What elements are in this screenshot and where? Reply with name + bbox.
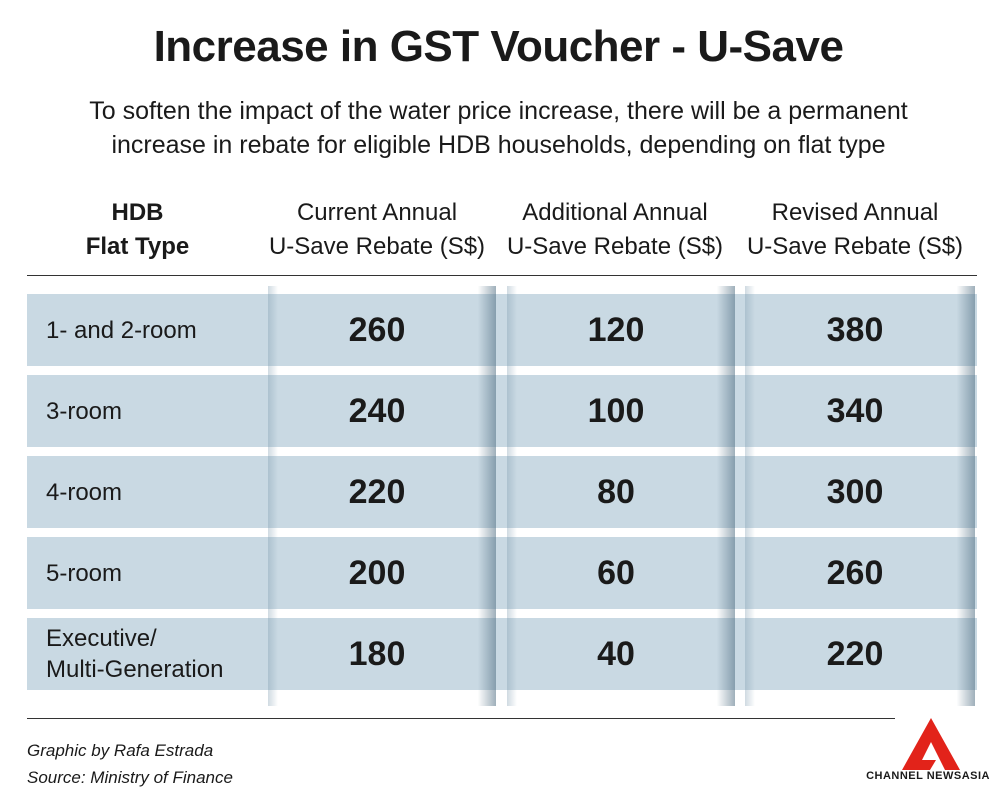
header-flat-type: HDB Flat Type — [40, 196, 235, 264]
current-rebate-value: 220 — [348, 472, 406, 511]
flat-type-label: 1- and 2-room — [46, 316, 197, 344]
additional-rebate-value: 80 — [597, 472, 635, 511]
current-rebate-value: 200 — [348, 553, 406, 592]
chart-subtitle: To soften the impact of the water price … — [40, 94, 957, 162]
brand-name: CHANNEL NEWSASIA — [866, 770, 990, 782]
flat-type-label: 3-room — [46, 397, 123, 425]
current-rebate-value: 240 — [348, 391, 406, 430]
column-shade-current — [268, 286, 496, 706]
footer-divider — [27, 718, 895, 719]
header-flat-line-1: HDB — [111, 199, 164, 226]
credit-source: Source: Ministry of Finance — [27, 768, 233, 787]
column-shade-additional — [507, 286, 735, 706]
header-flat-line-2: Flat Type — [85, 233, 190, 260]
credit-graphic: Graphic by Rafa Estrada — [27, 741, 214, 760]
channel-newsasia-logo-icon — [902, 718, 960, 770]
current-rebate-value: 260 — [348, 310, 406, 349]
header-revised-line-2: U-Save Rebate (S$) — [746, 233, 964, 260]
subtitle-line-2: increase in rebate for eligible HDB hous… — [111, 131, 886, 159]
additional-rebate-value: 100 — [587, 391, 645, 430]
revised-rebate-value: 300 — [826, 472, 884, 511]
credits: Graphic by Rafa Estrada Source: Ministry… — [27, 737, 233, 791]
header-current: Current Annual U-Save Rebate (S$) — [262, 196, 492, 264]
revised-rebate-value: 260 — [826, 553, 884, 592]
additional-rebate-value: 60 — [597, 553, 635, 592]
additional-rebate-value: 120 — [587, 310, 645, 349]
header-revised: Revised Annual U-Save Rebate (S$) — [740, 196, 970, 264]
header-additional-line-2: U-Save Rebate (S$) — [506, 233, 724, 260]
header-revised-line-1: Revised Annual — [771, 199, 939, 226]
chart-title: Increase in GST Voucher - U-Save — [153, 22, 844, 71]
header-divider — [27, 275, 977, 276]
revised-rebate-value: 380 — [826, 310, 884, 349]
header-additional-line-1: Additional Annual — [522, 199, 708, 226]
revised-rebate-value: 220 — [826, 634, 884, 673]
flat-type-label: 5-room — [46, 559, 123, 587]
additional-rebate-value: 40 — [597, 634, 635, 673]
header-current-line-2: U-Save Rebate (S$) — [268, 233, 486, 260]
subtitle-line-1: To soften the impact of the water price … — [89, 97, 908, 125]
column-shade-revised — [745, 286, 975, 706]
revised-rebate-value: 340 — [826, 391, 884, 430]
flat-type-label: Executive/ Multi-Generation — [46, 625, 224, 683]
flat-type-label: 4-room — [46, 478, 123, 506]
header-additional: Additional Annual U-Save Rebate (S$) — [500, 196, 730, 264]
header-current-line-1: Current Annual — [296, 199, 458, 226]
current-rebate-value: 180 — [348, 634, 406, 673]
